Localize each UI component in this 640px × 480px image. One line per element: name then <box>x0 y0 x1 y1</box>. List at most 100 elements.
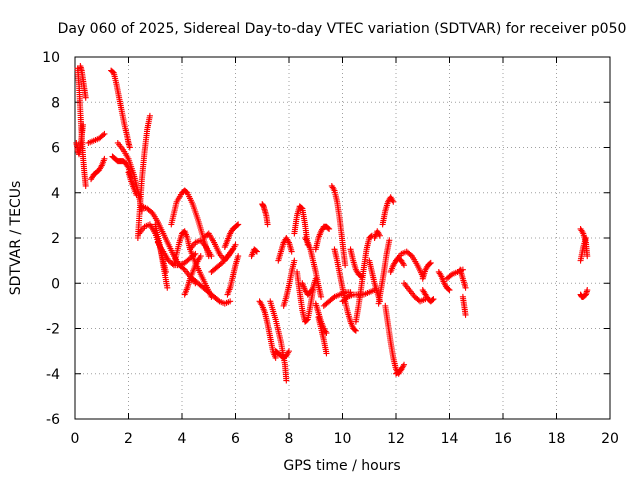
data-point <box>80 121 87 128</box>
x-tick-label: 20 <box>601 431 619 447</box>
series-arc-24 <box>248 246 260 260</box>
x-tick-label: 6 <box>231 431 240 447</box>
data-point <box>100 132 107 139</box>
data-point <box>235 253 242 260</box>
series-arc-29 <box>275 235 295 264</box>
series-arc-02 <box>73 121 87 158</box>
data-point <box>298 204 305 211</box>
data-point <box>462 311 469 318</box>
data-point <box>390 198 397 205</box>
data-point <box>197 253 204 260</box>
data-point <box>235 221 242 228</box>
data-point <box>283 377 290 384</box>
data-point <box>234 222 241 229</box>
data-point <box>447 272 454 279</box>
series-arc-60 <box>577 235 589 264</box>
data-point <box>232 241 239 248</box>
data-point <box>582 235 589 241</box>
y-tick-label: 10 <box>42 50 60 66</box>
data-point <box>426 260 433 267</box>
data-point <box>146 112 153 119</box>
data-point <box>429 296 436 303</box>
data-point <box>208 253 215 260</box>
data-point <box>325 225 332 232</box>
data-point <box>584 253 591 260</box>
data-point <box>351 327 358 334</box>
y-tick-label: -4 <box>46 367 60 383</box>
data-point <box>386 237 393 244</box>
x-tick-label: 8 <box>285 431 294 447</box>
series-arc-61 <box>577 287 591 300</box>
series-arc-45 <box>371 228 383 241</box>
data-point <box>227 298 234 305</box>
data-point <box>462 284 469 291</box>
series-arc-03 <box>77 63 89 101</box>
y-axis-label: SDTVAR / TECUs <box>8 181 24 296</box>
data-point <box>584 287 591 294</box>
x-tick-label: 18 <box>548 431 566 447</box>
data-point <box>288 248 295 255</box>
y-tick-label: 6 <box>51 141 60 157</box>
series-arc-46 <box>375 237 393 307</box>
y-tick-label: 0 <box>51 276 60 292</box>
data-point <box>343 294 350 301</box>
data-point <box>430 296 437 303</box>
data-point <box>217 261 224 268</box>
data-point <box>164 284 171 291</box>
data-point <box>192 250 199 257</box>
data-point <box>264 221 271 228</box>
data-point <box>446 287 453 294</box>
data-point <box>82 94 89 101</box>
series-arc-21 <box>208 246 236 275</box>
data-point <box>286 348 292 355</box>
series-arc-41 <box>339 287 378 305</box>
series-arc-53 <box>419 287 437 305</box>
data-points <box>73 63 591 384</box>
series-arc-52 <box>401 280 429 305</box>
series-arc-05 <box>88 155 108 183</box>
data-point <box>427 259 434 266</box>
data-point <box>445 286 452 293</box>
data-point <box>253 247 260 254</box>
data-point <box>352 327 359 334</box>
data-point <box>401 262 408 269</box>
chart-title: Day 060 of 2025, Sidereal Day-to-day VTE… <box>58 21 627 37</box>
data-point <box>133 192 140 199</box>
data-point <box>323 350 330 357</box>
series-arc-19 <box>187 237 215 260</box>
series-arc-55 <box>435 268 453 294</box>
series-arc-28 <box>272 348 292 361</box>
series-arc-57 <box>457 266 469 291</box>
x-axis-label: GPS time / hours <box>283 458 400 474</box>
series-arc-47 <box>379 194 397 228</box>
series-arc-23 <box>224 253 242 298</box>
series-arc-09 <box>125 169 140 199</box>
y-tick-label: 4 <box>51 186 60 202</box>
data-point <box>376 232 383 239</box>
data-point <box>215 297 222 304</box>
series-arc-32 <box>294 268 317 325</box>
data-point <box>326 225 333 232</box>
data-point <box>253 248 260 255</box>
series-arc-43 <box>347 246 365 280</box>
x-tick-label: 0 <box>71 431 80 447</box>
data-point <box>357 272 364 279</box>
series-arc-58 <box>459 293 469 318</box>
series-arc-18 <box>189 275 234 307</box>
series-arc-06 <box>108 67 133 151</box>
y-tick-label: 8 <box>51 95 60 111</box>
series-arc-33 <box>299 275 319 298</box>
data-point <box>109 69 116 76</box>
data-point <box>401 361 408 368</box>
series-arc-36 <box>312 223 333 253</box>
data-point <box>82 182 89 189</box>
data-point <box>101 155 108 162</box>
series-arc-25 <box>259 201 271 228</box>
series-arc-37 <box>315 314 330 357</box>
series-arc-49 <box>393 361 408 377</box>
y-tick-label: -6 <box>46 412 60 428</box>
series-arc-39 <box>328 182 349 269</box>
series-arc-30 <box>280 257 298 309</box>
